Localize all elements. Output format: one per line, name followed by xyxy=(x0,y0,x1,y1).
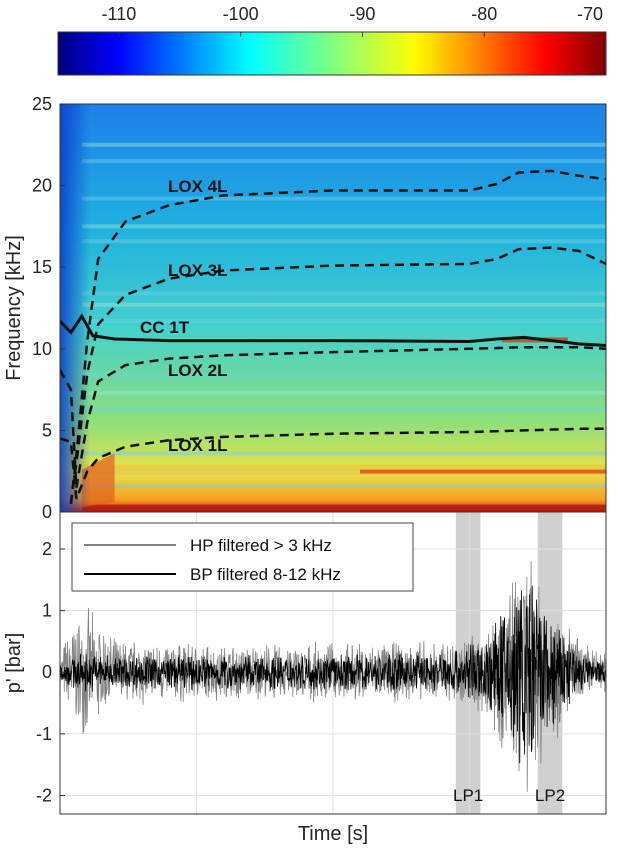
mode-label-lox-4l: LOX 4L xyxy=(168,177,228,196)
colorbar-ticks: -110 -100 -90 -80 -70 xyxy=(102,4,607,37)
mode-line-lox-3l xyxy=(69,246,606,504)
colorbar: -110 -100 -90 -80 -70 xyxy=(57,4,607,76)
spectral-band xyxy=(82,302,606,307)
pressure-xlabel: Time [s] xyxy=(298,823,368,845)
legend-label-bp: BP filtered 8-12 kHz xyxy=(190,565,341,584)
spectral-bands xyxy=(81,142,606,512)
colorbar-tick-label: -70 xyxy=(577,4,603,24)
legend-box xyxy=(71,522,414,592)
signal-bp xyxy=(59,585,607,764)
mode-line-lox-1l xyxy=(60,427,606,500)
spectrogram-tick-label: 0 xyxy=(42,502,52,522)
mode-label-lox-1l: LOX 1L xyxy=(168,436,228,455)
colorbar-tick-label: -100 xyxy=(223,4,259,24)
mode-line-lox-2l xyxy=(60,345,606,488)
spectral-band xyxy=(82,196,606,201)
mode-label-lox-3l: LOX 3L xyxy=(168,261,228,280)
spectral-band xyxy=(82,451,606,456)
startup-transient xyxy=(81,453,115,508)
colorbar-tick-label: -90 xyxy=(349,4,375,24)
spectral-band-hot xyxy=(360,469,606,474)
mode-label-cc-1t: CC 1T xyxy=(140,318,190,337)
pressure-ylabel: p' [bar] xyxy=(3,633,25,694)
colorbar-tick-label: -80 xyxy=(471,4,497,24)
spectral-band xyxy=(82,372,606,377)
spectral-band xyxy=(82,483,606,488)
mode-line-cc-1t xyxy=(60,313,606,347)
signal-hp xyxy=(59,561,607,792)
spectral-band xyxy=(82,224,606,229)
spectral-band xyxy=(82,319,606,324)
spectrogram-tick-label: 25 xyxy=(32,94,52,114)
pressure-tick-label: -1 xyxy=(36,724,52,744)
legend-label-hp: HP filtered > 3 kHz xyxy=(190,536,332,555)
pressure-panel: -2 -1 0 1 2 LP1 LP2 p' [bar] Time [s] HP filt… xyxy=(3,511,607,845)
spectral-band-low xyxy=(86,464,606,475)
lp-labels: LP1 LP2 xyxy=(453,786,565,805)
lp-label-lp1: LP1 xyxy=(453,786,483,805)
pressure-frame xyxy=(59,511,607,815)
mode-labels: LOX 4L LOX 3L CC 1T LOX 2L LOX 1L xyxy=(140,177,228,455)
mode-line-lox-4l xyxy=(69,169,606,504)
spectrogram-tick-label: 15 xyxy=(32,257,52,277)
spectrogram-y-ticks: 0 5 10 15 20 25 xyxy=(32,94,65,522)
mode-lines xyxy=(60,169,606,504)
pressure-tick-label: -2 xyxy=(36,786,52,806)
mode-label-lox-2l: LOX 2L xyxy=(168,361,228,380)
spectral-band xyxy=(82,407,606,412)
pressure-tick-label: 2 xyxy=(42,539,52,559)
pressure-signals xyxy=(59,561,607,792)
spectral-band xyxy=(82,142,606,147)
colorbar-gradient xyxy=(57,31,607,76)
spectrogram-background xyxy=(60,104,606,512)
colorbar-tick-label: -110 xyxy=(102,4,137,24)
spectral-band xyxy=(82,239,606,244)
spectrogram-tick-label: 5 xyxy=(42,420,52,440)
spectral-band xyxy=(82,159,606,164)
pressure-y-ticks: -2 -1 0 1 2 xyxy=(36,539,65,806)
legend: HP filtered > 3 kHz BP filtered 8-12 kHz xyxy=(71,522,414,592)
lp-label-lp2: LP2 xyxy=(535,786,565,805)
pressure-tick-label: 0 xyxy=(42,662,52,682)
pressure-tick-label: 1 xyxy=(42,601,52,621)
spectrogram-ylabel: Frequency [kHz] xyxy=(3,235,25,381)
spectrogram-panel: 0 5 10 15 20 25 LOX 4L LOX 3L CC 1T LOX 2L LOX 1L… xyxy=(3,94,607,522)
spectral-band-base xyxy=(82,504,606,512)
spectrogram-tick-label: 10 xyxy=(32,339,52,359)
spectrogram-tick-label: 20 xyxy=(32,176,52,196)
spectral-band xyxy=(82,291,606,296)
spectral-band xyxy=(82,390,606,395)
